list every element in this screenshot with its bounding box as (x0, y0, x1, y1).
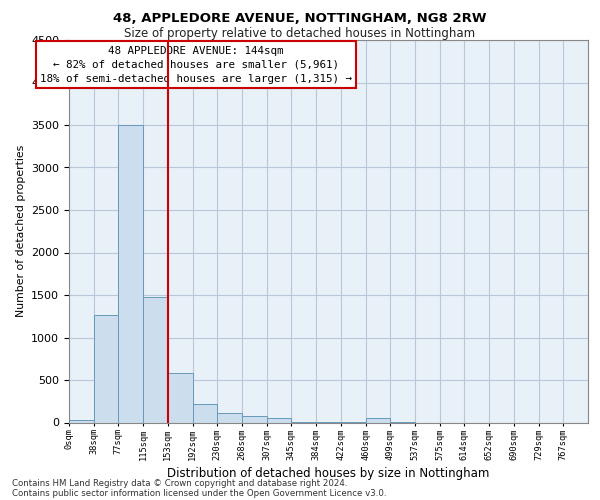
Text: 48, APPLEDORE AVENUE, NOTTINGHAM, NG8 2RW: 48, APPLEDORE AVENUE, NOTTINGHAM, NG8 2R… (113, 12, 487, 26)
Text: Contains HM Land Registry data © Crown copyright and database right 2024.: Contains HM Land Registry data © Crown c… (12, 478, 347, 488)
Bar (143, 296, 168, 422)
Bar (365, 418, 390, 422)
X-axis label: Distribution of detached houses by size in Nottingham: Distribution of detached houses by size … (167, 466, 490, 479)
Text: Size of property relative to detached houses in Nottingham: Size of property relative to detached ho… (124, 28, 476, 40)
Bar (267, 418, 292, 422)
Bar (193, 404, 217, 422)
Bar (69, 420, 94, 422)
Bar (94, 316, 118, 422)
Bar (217, 413, 242, 422)
Bar (168, 373, 193, 422)
Text: Contains public sector information licensed under the Open Government Licence v3: Contains public sector information licen… (12, 488, 386, 498)
Bar (118, 125, 143, 422)
Text: 48 APPLEDORE AVENUE: 144sqm
← 82% of detached houses are smaller (5,961)
18% of : 48 APPLEDORE AVENUE: 144sqm ← 82% of det… (40, 46, 352, 84)
Y-axis label: Number of detached properties: Number of detached properties (16, 145, 26, 318)
Bar (242, 416, 267, 422)
